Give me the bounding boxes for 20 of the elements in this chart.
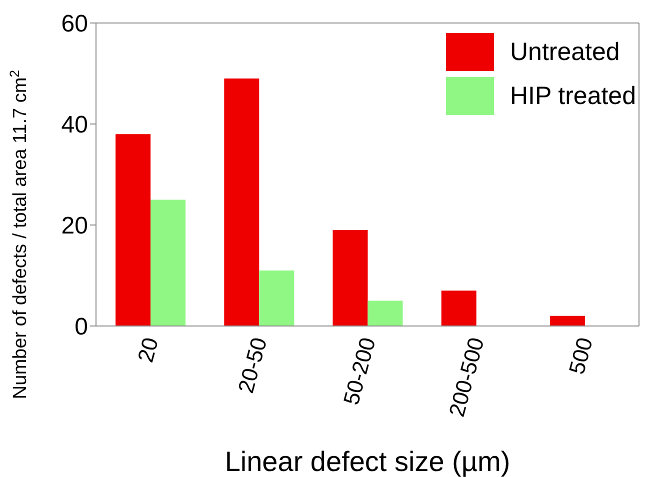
x-tick-label: 50-200	[338, 334, 380, 408]
legend-label: Untreated	[510, 38, 620, 66]
bar	[368, 300, 403, 326]
bar	[332, 230, 368, 326]
bar	[224, 78, 260, 326]
bar	[441, 290, 476, 326]
x-tick-label: 200-500	[444, 334, 489, 420]
y-tick-label: 0	[74, 314, 88, 341]
y-tick-label: 40	[61, 112, 88, 139]
bar	[150, 200, 186, 326]
x-tick-label: 20	[132, 334, 164, 365]
x-axis-title: Linear defect size (µm)	[224, 446, 510, 477]
x-tick-label: 500	[564, 334, 598, 377]
bar	[116, 134, 151, 326]
x-tick-label: 20-50	[233, 334, 272, 396]
bar	[550, 316, 585, 326]
y-tick-label: 20	[61, 212, 88, 240]
bar	[259, 270, 294, 326]
legend-label: HIP treated	[510, 82, 636, 110]
y-tick-label: 60	[61, 10, 88, 38]
